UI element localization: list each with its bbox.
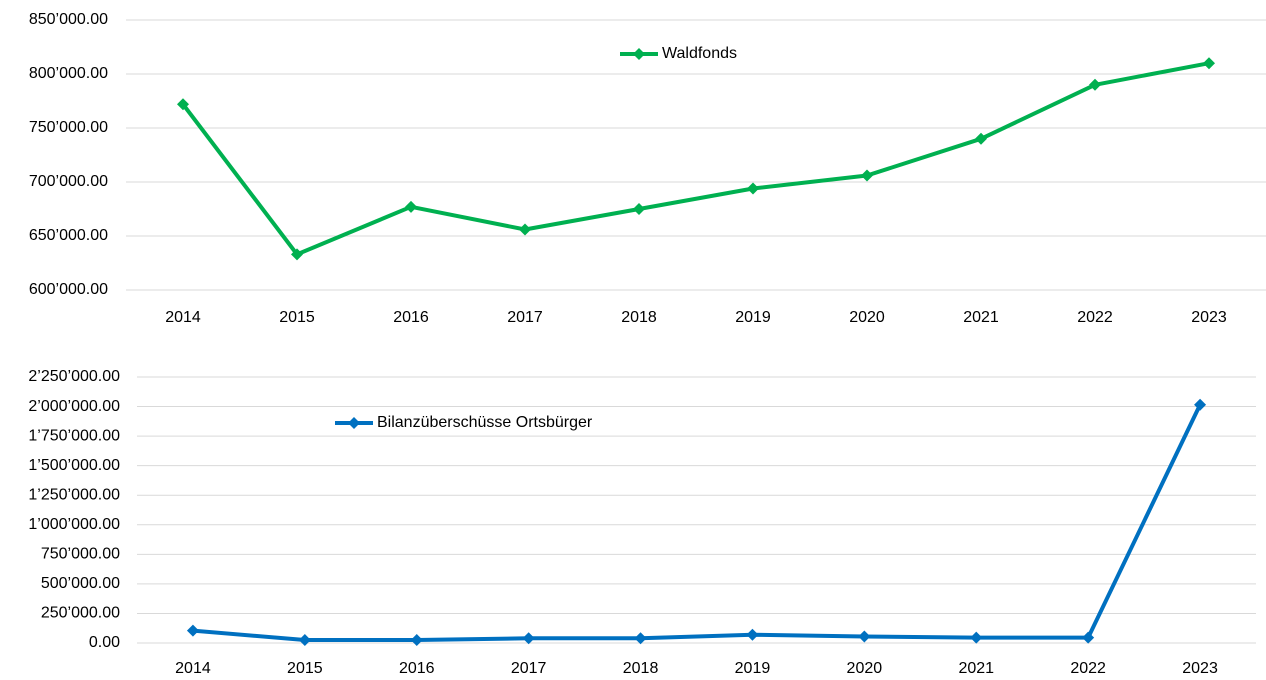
point-marker [298,634,311,647]
point-marker [522,632,535,645]
legend-label: Bilanzüberschüsse Ortsbürger [377,414,593,431]
legend: Waldfonds [620,45,737,62]
x-tick-label: 2022 [1070,660,1106,677]
point-marker [861,169,873,182]
point-marker [975,132,987,145]
point-marker [519,223,531,236]
legend-marker [348,417,360,429]
x-tick-label: 2020 [847,660,883,677]
point-marker [410,634,423,647]
point-marker [1194,398,1207,411]
x-tick-label: 2019 [735,309,771,326]
y-tick-label: 750’000.00 [29,119,108,136]
x-tick-label: 2017 [507,309,543,326]
x-tick-label: 2014 [165,309,201,326]
x-tick-label: 2017 [511,660,547,677]
point-marker [1089,78,1101,91]
series-line [192,403,1202,643]
y-tick-label: 250’000.00 [41,605,120,622]
x-tick-label: 2023 [1191,309,1227,326]
x-tick-label: 2018 [621,309,657,326]
y-tick-label: 1’500’000.00 [28,457,120,474]
point-marker [1082,631,1095,644]
point-marker [186,624,199,637]
point-marker [746,628,759,641]
point-marker [858,630,871,643]
y-tick-label: 1’250’000.00 [28,486,120,503]
y-tick-label: 1’750’000.00 [28,427,120,444]
x-tick-label: 2015 [279,309,315,326]
point-marker [291,248,303,261]
point-marker [405,200,417,213]
y-tick-label: 600’000.00 [29,281,108,298]
series-line [181,61,1210,257]
x-tick-label: 2015 [287,660,323,677]
y-tick-label: 2’000’000.00 [28,398,120,415]
legend: Bilanzüberschüsse Ortsbürger [335,414,593,431]
x-tick-label: 2018 [623,660,659,677]
y-tick-label: 500’000.00 [41,575,120,592]
point-marker [970,631,983,644]
y-tick-label: 850’000.00 [29,11,108,28]
point-marker [633,203,645,215]
y-tick-label: 650’000.00 [29,227,108,244]
x-tick-label: 2020 [849,309,885,326]
y-tick-label: 0.00 [89,634,120,651]
x-tick-label: 2021 [958,660,994,677]
x-tick-label: 2016 [393,309,429,326]
y-tick-label: 2’250’000.00 [28,368,120,385]
legend-label: Waldfonds [662,45,737,62]
x-tick-label: 2021 [963,309,999,326]
y-tick-label: 800’000.00 [29,65,108,82]
point-marker [1203,57,1215,70]
y-tick-label: 750’000.00 [41,546,120,563]
x-tick-label: 2019 [735,660,771,677]
x-tick-label: 2022 [1077,309,1113,326]
point-marker [177,98,189,111]
y-tick-label: 1’000’000.00 [28,516,120,533]
legend-marker [633,48,645,60]
point-marker [634,632,647,645]
point-marker [747,182,759,195]
x-tick-label: 2023 [1182,660,1218,677]
x-tick-label: 2016 [399,660,435,677]
x-tick-label: 2014 [175,660,211,677]
y-tick-label: 700’000.00 [29,173,108,190]
